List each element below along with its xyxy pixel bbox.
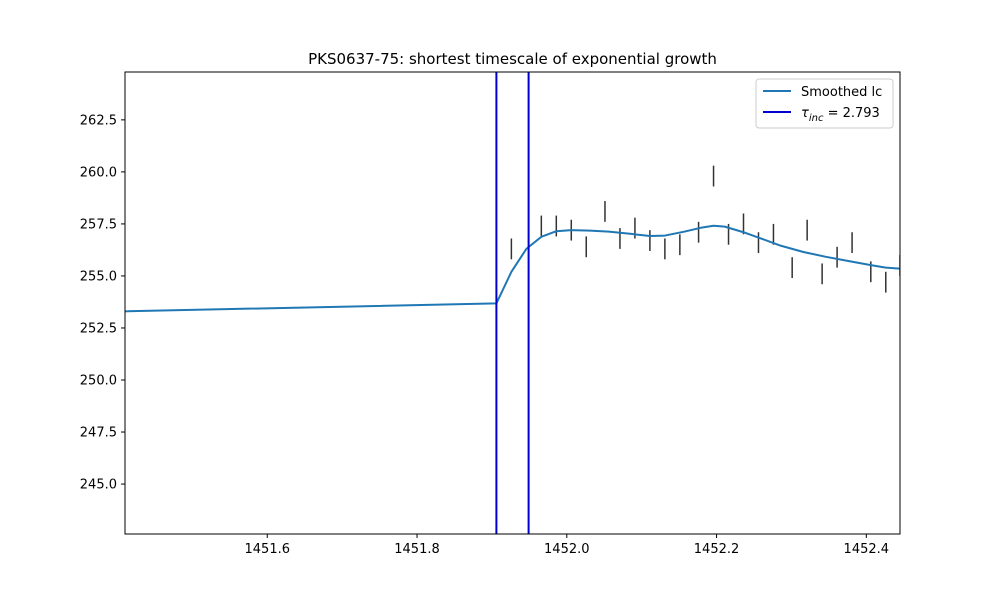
y-tick-label: 245.0: [80, 478, 117, 493]
y-tick-label: 250.0: [80, 374, 117, 389]
legend-tau-symbol: τ: [801, 106, 809, 121]
y-tick-label: 257.5: [80, 217, 117, 232]
axes: 1451.6 1451.8 1452.0 1452.2 1452.4 245.0 247.5…: [80, 113, 889, 557]
y-tick-label: 252.5: [80, 321, 117, 336]
x-tick-label: 1451.6: [245, 542, 291, 557]
legend-tau-value: = 2.793: [823, 106, 879, 121]
series-line-smoothed-lc: [125, 224, 900, 313]
x-tick-label: 1452.2: [694, 542, 740, 557]
y-tick-label: 247.5: [80, 426, 117, 441]
plot-frame: [124, 71, 901, 535]
legend-tau-subscript: inc: [809, 113, 824, 124]
y-tick-label: 262.5: [80, 113, 117, 128]
x-tick-label: 1452.4: [844, 542, 890, 557]
y-tick-label: 255.0: [80, 269, 117, 284]
y-tick-label: 260.0: [80, 165, 117, 180]
legend-label-smoothed-lc: Smoothed lc: [801, 85, 882, 100]
legend: Smoothed lc τinc = 2.793: [755, 78, 894, 129]
legend-label-tau-inc: τinc = 2.793: [801, 106, 880, 124]
x-tick-label: 1452.0: [544, 542, 590, 557]
plot-marks: [125, 72, 900, 534]
chart-title: PKS0637-75: shortest timescale of expone…: [308, 50, 717, 68]
x-tick-label: 1451.8: [394, 542, 440, 557]
